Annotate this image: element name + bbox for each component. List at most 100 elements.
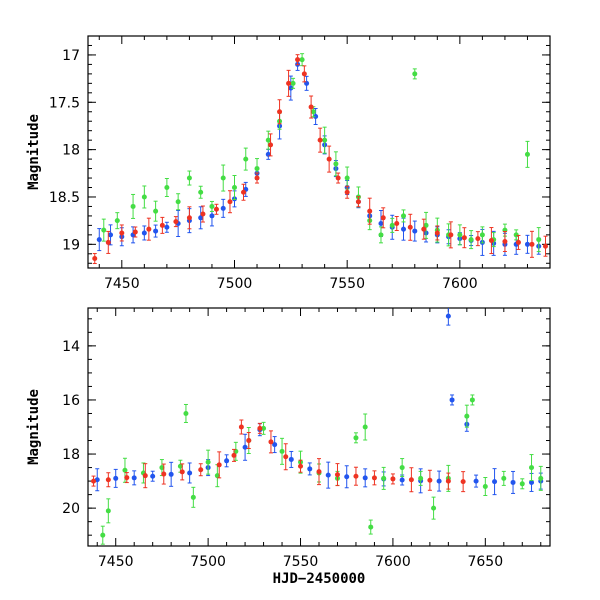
data-point — [124, 475, 130, 481]
data-point — [242, 444, 248, 450]
x-tick-label: 7650 — [467, 554, 503, 570]
data-point — [344, 189, 350, 195]
data-point — [91, 478, 97, 484]
data-point — [205, 459, 211, 465]
data-point — [355, 199, 361, 205]
data-point — [161, 471, 167, 477]
data-point — [529, 479, 535, 485]
data-point — [92, 256, 98, 262]
data-point — [316, 469, 322, 475]
data-point — [231, 185, 237, 191]
x-tick-label: 7450 — [98, 554, 134, 570]
data-point — [536, 237, 542, 243]
y-tick-label: 14 — [62, 339, 80, 355]
data-point — [418, 475, 424, 481]
bottom-plot-frame — [87, 307, 551, 547]
data-point — [119, 230, 125, 236]
data-point — [524, 241, 530, 247]
top-ylabel: Magnitude — [26, 114, 42, 190]
data-point — [290, 80, 296, 86]
data-point — [449, 397, 455, 403]
bottom-points — [91, 308, 544, 545]
data-point — [513, 232, 519, 238]
data-point — [179, 469, 185, 475]
x-tick-label: 7550 — [329, 276, 365, 292]
data-point — [141, 194, 147, 200]
data-point — [362, 475, 368, 481]
data-point — [227, 199, 233, 205]
data-point — [243, 156, 249, 162]
data-point — [295, 57, 301, 63]
data-point — [469, 397, 475, 403]
data-point — [186, 175, 192, 181]
series-2 — [91, 419, 466, 493]
data-point — [164, 185, 170, 191]
data-point — [445, 313, 451, 319]
data-point — [231, 452, 237, 458]
data-point — [238, 424, 244, 430]
data-point — [401, 213, 407, 219]
data-point — [298, 463, 304, 469]
data-point — [272, 442, 278, 448]
data-point — [100, 532, 106, 538]
data-point — [108, 232, 114, 238]
data-point — [457, 232, 463, 238]
data-point — [209, 203, 215, 209]
y-tick-label: 18 — [62, 143, 80, 159]
data-point — [198, 189, 204, 195]
data-point — [421, 226, 427, 232]
data-point — [96, 237, 102, 243]
data-point — [542, 243, 548, 249]
data-point — [427, 477, 433, 483]
data-point — [114, 218, 120, 224]
data-point — [394, 220, 400, 226]
data-point — [412, 71, 418, 77]
x-tick-label: 7500 — [217, 276, 253, 292]
data-point — [431, 505, 437, 511]
data-point — [198, 215, 204, 221]
data-point — [177, 463, 183, 469]
bottom-ylabel: Magnitude — [26, 389, 42, 465]
y-tick-label: 18.5 — [49, 190, 80, 206]
data-point — [213, 206, 219, 212]
data-point — [399, 465, 405, 471]
data-point — [299, 57, 305, 63]
data-point — [488, 238, 494, 244]
data-point — [308, 104, 314, 110]
data-point — [479, 232, 485, 238]
data-point — [187, 470, 193, 476]
data-point — [412, 228, 418, 234]
data-point — [461, 235, 467, 241]
data-point — [524, 151, 530, 157]
data-point — [186, 215, 192, 221]
data-point — [254, 166, 260, 172]
x-tick-label: 7600 — [375, 554, 411, 570]
data-point — [173, 219, 179, 225]
data-point — [390, 476, 396, 482]
data-point — [142, 473, 148, 479]
y-tick-label: 18 — [62, 447, 80, 463]
data-point — [198, 467, 204, 473]
data-point — [268, 142, 274, 148]
data-point — [368, 524, 374, 530]
data-point — [101, 227, 107, 233]
x-tick-label: 7500 — [190, 554, 226, 570]
data-point — [279, 448, 285, 454]
data-point — [175, 199, 181, 205]
data-point — [510, 479, 516, 485]
data-point — [313, 113, 319, 119]
data-point — [265, 137, 271, 143]
y-tick-label: 20 — [62, 501, 80, 517]
data-point — [233, 448, 239, 454]
data-point — [246, 438, 252, 444]
data-point — [113, 475, 119, 481]
data-point — [367, 208, 373, 214]
top-points — [92, 53, 548, 265]
data-point — [501, 475, 507, 481]
y-tick-label: 19 — [62, 237, 80, 253]
data-point — [460, 479, 466, 485]
data-point — [200, 211, 206, 217]
top-plot-frame — [87, 35, 551, 269]
data-point — [317, 137, 323, 143]
